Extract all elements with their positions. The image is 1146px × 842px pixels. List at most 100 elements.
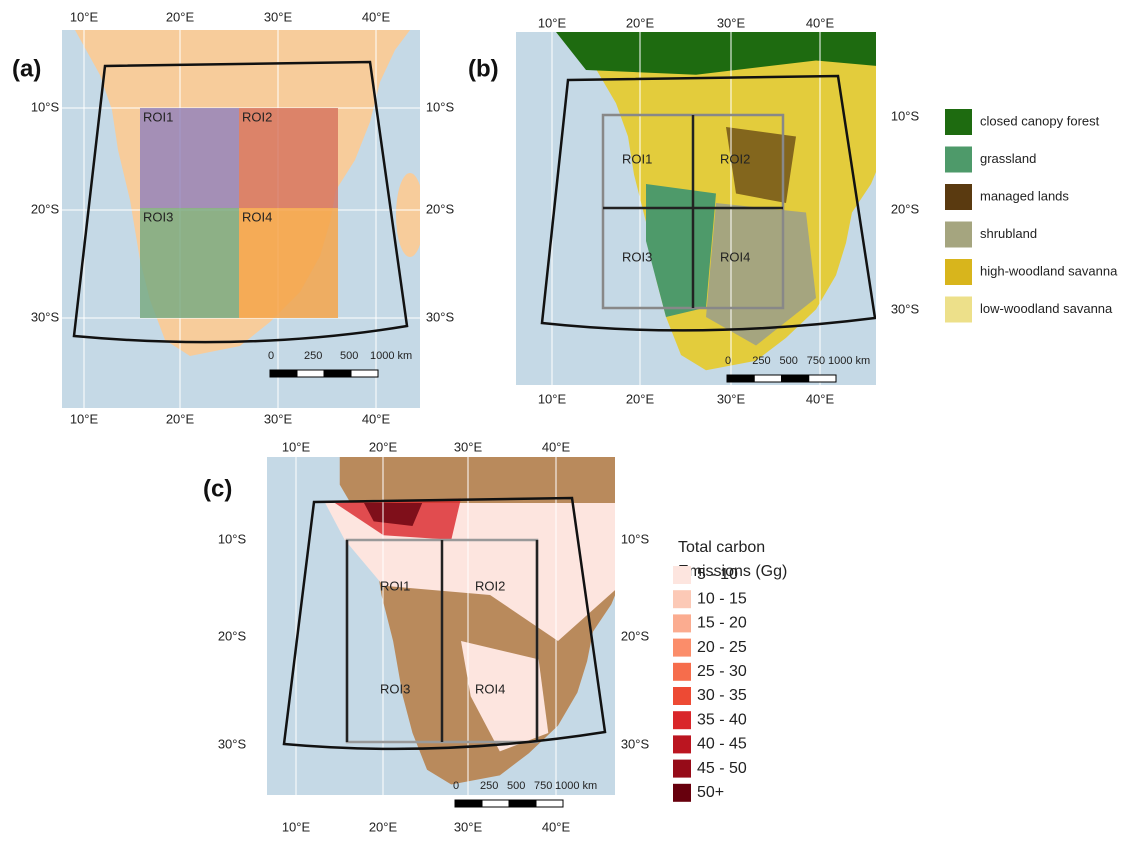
lon-label: 20°E xyxy=(369,439,398,454)
roi-label: ROI3 xyxy=(143,209,173,224)
legend-label: grassland xyxy=(980,151,1036,166)
lon-label: 10°E xyxy=(70,411,99,426)
legend-label: high-woodland savanna xyxy=(980,263,1118,278)
scale-label: 0 xyxy=(725,355,731,367)
legend-swatch xyxy=(945,109,972,135)
roi-label: ROI2 xyxy=(720,151,750,166)
legend-label: 40 - 45 xyxy=(697,736,747,753)
scale-bar xyxy=(753,374,782,383)
lon-label: 40°E xyxy=(362,411,391,426)
lon-label: 20°E xyxy=(626,15,655,30)
scale-label: 250 xyxy=(480,780,498,792)
lat-label: 10°S xyxy=(426,99,455,114)
legend-label: 25 - 30 xyxy=(697,663,747,680)
roi-label: ROI4 xyxy=(475,681,505,696)
scale-bar xyxy=(535,799,564,808)
scale-bar xyxy=(781,374,810,383)
map-a xyxy=(62,30,420,408)
lat-label: 10°S xyxy=(31,99,60,114)
scale-label: 500 xyxy=(507,780,525,792)
panel-label: (b) xyxy=(468,55,499,82)
lat-label: 20°S xyxy=(891,201,920,216)
roi-label: ROI3 xyxy=(622,249,652,264)
scale-bar xyxy=(296,369,325,378)
legend-label: managed lands xyxy=(980,188,1069,203)
lat-label: 20°S xyxy=(218,628,247,643)
legend-label: 35 - 40 xyxy=(697,711,747,728)
lon-label: 40°E xyxy=(806,15,835,30)
legend-label: 15 - 20 xyxy=(697,615,747,632)
lon-label: 40°E xyxy=(362,9,391,24)
scale-bar xyxy=(350,369,379,378)
lon-label: 30°E xyxy=(717,15,746,30)
legend-swatch xyxy=(673,590,691,609)
scale-label: 500 xyxy=(340,350,358,362)
lon-label: 20°E xyxy=(369,819,398,834)
roi-label: ROI3 xyxy=(380,681,410,696)
scale-label: 750 xyxy=(534,780,552,792)
lat-label: 30°S xyxy=(218,736,247,751)
legend-swatch xyxy=(673,687,691,705)
lat-label: 20°S xyxy=(426,201,455,216)
scale-label: 1000 km xyxy=(555,780,597,792)
scale-label: 750 xyxy=(807,355,825,367)
scale-bar xyxy=(269,369,298,378)
legend-swatch xyxy=(945,146,972,173)
scale-bar xyxy=(481,799,510,808)
legend-swatch xyxy=(673,783,691,802)
lat-label: 30°S xyxy=(891,301,920,316)
lat-label: 20°S xyxy=(621,628,650,643)
lon-label: 30°E xyxy=(454,819,483,834)
lon-label: 30°E xyxy=(454,439,483,454)
roi-label: ROI1 xyxy=(143,109,173,124)
scale-label: 1000 km xyxy=(828,355,870,367)
lon-label: 40°E xyxy=(542,439,571,454)
lat-label: 30°S xyxy=(426,309,455,324)
legend-swatch xyxy=(673,614,691,633)
legend-label: shrubland xyxy=(980,226,1037,241)
lon-label: 10°E xyxy=(282,819,311,834)
scale-bar xyxy=(808,374,837,383)
scale-bar xyxy=(323,369,352,378)
lon-label: 30°E xyxy=(717,391,746,406)
legend-swatch xyxy=(945,221,972,248)
legend-title: Emissions (Gg) xyxy=(678,563,787,580)
legend-label: closed canopy forest xyxy=(980,113,1100,128)
lat-label: 10°S xyxy=(891,108,920,123)
roi-label: ROI4 xyxy=(720,249,750,264)
scale-bar xyxy=(508,799,537,808)
panel-label: (a) xyxy=(12,55,41,82)
legend-label: low-woodland savanna xyxy=(980,301,1113,316)
roi-label: ROI1 xyxy=(622,151,652,166)
legend-swatch xyxy=(673,638,691,657)
scale-label: 250 xyxy=(752,355,770,367)
lon-label: 10°E xyxy=(282,439,311,454)
roi-label: ROI2 xyxy=(475,578,505,593)
lon-label: 10°E xyxy=(70,9,99,24)
scale-bar xyxy=(454,799,483,808)
legend-swatch xyxy=(673,759,691,778)
legend-swatch xyxy=(673,662,691,681)
lon-label: 40°E xyxy=(806,391,835,406)
lat-label: 10°S xyxy=(218,531,247,546)
legend-label: 10 - 15 xyxy=(697,590,747,607)
legend-swatch xyxy=(945,296,972,323)
legend-swatch xyxy=(945,184,972,210)
legend-swatch xyxy=(945,259,972,285)
scale-label: 1000 km xyxy=(370,350,412,362)
lon-label: 10°E xyxy=(538,391,567,406)
lon-label: 30°E xyxy=(264,9,293,24)
scale-label: 250 xyxy=(304,350,322,362)
legend-label: 30 - 35 xyxy=(697,687,747,704)
lon-label: 40°E xyxy=(542,819,571,834)
legend-label: 45 - 50 xyxy=(697,760,747,777)
legend-title: Total carbon xyxy=(678,539,765,556)
lon-label: 20°E xyxy=(166,411,195,426)
lat-label: 30°S xyxy=(621,736,650,751)
legend-swatch xyxy=(673,735,691,754)
lon-label: 20°E xyxy=(166,9,195,24)
roi-label: ROI1 xyxy=(380,578,410,593)
roi-label: ROI2 xyxy=(242,109,272,124)
scale-label: 500 xyxy=(780,355,798,367)
